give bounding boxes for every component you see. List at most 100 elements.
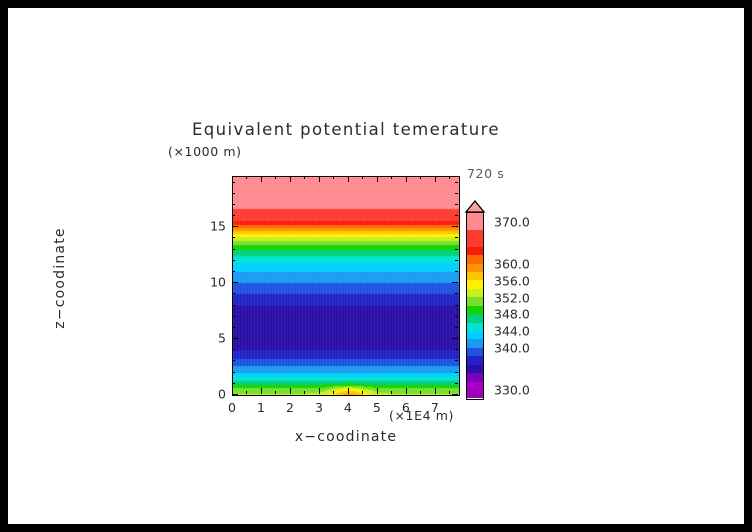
colorbar-band: [467, 288, 483, 298]
tick-mark: [449, 176, 451, 179]
y-tick-label: 15: [210, 218, 226, 234]
tick-mark: [304, 176, 306, 179]
colorbar-label: 352.0: [494, 290, 530, 306]
tick-mark: [289, 388, 291, 394]
tick-mark: [455, 371, 458, 373]
colorbar-label: 370.0: [494, 214, 530, 230]
tick-mark: [232, 176, 233, 182]
x-tick-label: 4: [343, 400, 352, 415]
tick-mark: [260, 176, 262, 182]
y-tick-label: 5: [218, 330, 226, 346]
colorbar-band: [467, 330, 483, 340]
tick-mark: [362, 176, 364, 179]
tick-mark: [391, 391, 393, 394]
tick-mark: [232, 360, 235, 362]
tick-mark: [304, 391, 306, 394]
colorbar-label: 330.0: [494, 382, 530, 398]
colorbar-band: [467, 389, 483, 399]
colorbar-label: 344.0: [494, 323, 530, 339]
tick-mark: [232, 237, 235, 239]
colorbar-band: [467, 263, 483, 272]
tick-mark: [452, 226, 458, 228]
tick-mark: [420, 176, 422, 179]
tick-mark: [289, 176, 291, 182]
tick-mark: [455, 248, 458, 250]
tick-mark: [232, 315, 235, 317]
y-tick-label: 10: [210, 274, 226, 290]
tick-mark: [455, 259, 458, 261]
tick-mark: [318, 176, 320, 182]
tick-mark: [405, 176, 407, 182]
tick-mark: [391, 176, 393, 179]
tick-mark: [452, 282, 458, 284]
x-tick-label: 0: [228, 400, 236, 415]
tick-mark: [455, 304, 458, 306]
y-axis-title: z−coodinate: [52, 227, 68, 329]
tick-mark: [246, 176, 248, 179]
tick-mark: [455, 349, 458, 351]
colorbar-band: [467, 229, 483, 247]
colorbar-label: 360.0: [494, 256, 530, 272]
tick-mark: [333, 391, 335, 394]
tick-mark: [347, 176, 349, 182]
tick-mark: [455, 271, 458, 273]
tick-mark: [232, 371, 235, 373]
tick-mark: [232, 282, 238, 284]
tick-mark: [455, 382, 458, 384]
tick-mark: [455, 192, 458, 194]
colorbar-band: [467, 280, 483, 289]
colorbar-gradient: [466, 212, 484, 400]
tick-mark: [434, 176, 436, 182]
tick-mark: [232, 248, 235, 250]
tick-mark: [232, 293, 235, 295]
page-title: Equivalent potential temerature: [191, 120, 500, 139]
colorbar-band: [467, 373, 483, 382]
tick-mark: [449, 391, 451, 394]
colorbar-band: [467, 271, 483, 281]
colorbar: [464, 200, 486, 400]
tick-mark: [362, 391, 364, 394]
tick-mark: [455, 315, 458, 317]
colorbar-band: [467, 381, 483, 390]
tick-mark: [455, 293, 458, 295]
x-axis-unit-label: (×1E4 m): [389, 408, 454, 423]
tick-mark: [232, 215, 235, 217]
tick-mark: [232, 349, 235, 351]
colorbar-band: [467, 364, 483, 374]
tick-mark: [275, 176, 277, 179]
tick-mark: [452, 394, 458, 395]
tick-mark: [232, 394, 238, 395]
tick-mark: [434, 388, 436, 394]
x-tick-label: 7: [430, 400, 439, 415]
colorbar-band: [467, 213, 483, 230]
time-annotation: 720 s: [467, 166, 505, 181]
tick-mark: [376, 176, 378, 182]
colorbar-label: 348.0: [494, 306, 530, 322]
tick-mark: [455, 237, 458, 239]
tick-mark: [232, 326, 235, 328]
tick-mark: [455, 215, 458, 217]
x-axis-title: x−coodinate: [294, 429, 398, 445]
colorbar-band: [467, 246, 483, 256]
colorbar-band: [467, 339, 483, 348]
tick-mark: [452, 338, 458, 340]
colorbar-band: [467, 347, 483, 357]
tick-mark: [260, 388, 262, 394]
colorbar-band: [467, 255, 483, 264]
tick-mark: [405, 388, 407, 394]
tick-mark: [376, 388, 378, 394]
y-axis-unit-label: (×1000 m): [168, 144, 242, 159]
tick-mark: [455, 360, 458, 362]
tick-mark: [275, 391, 277, 394]
x-tick-label: 6: [401, 400, 410, 415]
colorbar-label: 356.0: [494, 273, 530, 289]
colorbar-band: [467, 297, 483, 306]
tick-mark: [232, 338, 238, 340]
colorbar-band: [467, 322, 483, 331]
y-tick-label: 0: [218, 386, 226, 402]
colorbar-band: [467, 314, 483, 323]
x-tick-label: 1: [256, 400, 265, 415]
tick-mark: [455, 181, 458, 183]
tick-mark: [455, 203, 458, 205]
tick-mark: [246, 391, 248, 394]
